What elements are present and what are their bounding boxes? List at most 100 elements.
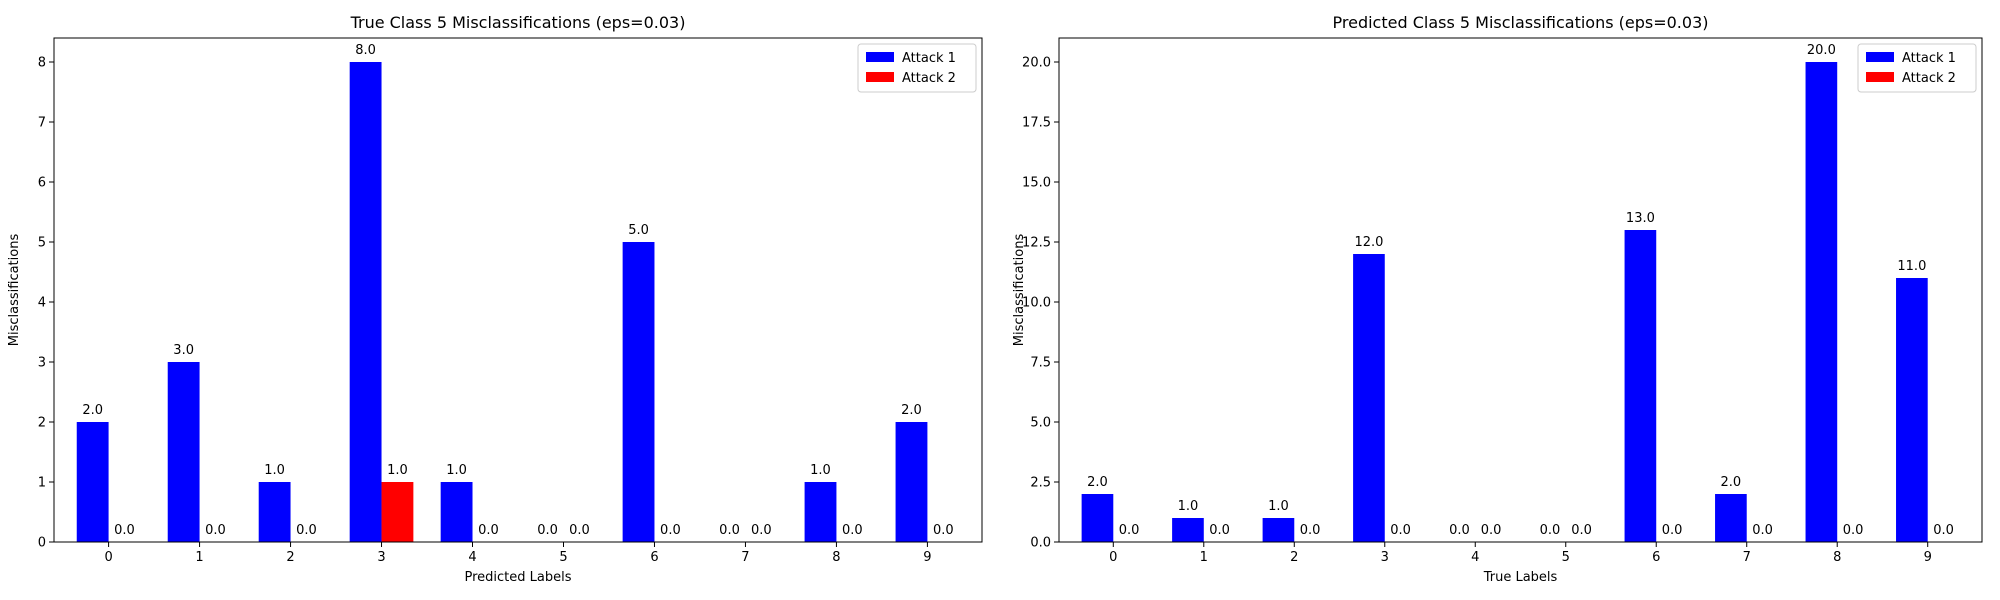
- x-tick-label: 7: [1743, 550, 1751, 565]
- legend-label: Attack 2: [1902, 71, 1956, 86]
- x-tick-label: 1: [1200, 550, 1208, 565]
- legend-label: Attack 1: [902, 51, 956, 66]
- chart-title: Predicted Class 5 Misclassifications (ep…: [1333, 13, 1709, 32]
- data-label: 0.0: [842, 523, 863, 538]
- chart-title: True Class 5 Misclassifications (eps=0.0…: [350, 13, 686, 32]
- data-label: 0.0: [1662, 523, 1683, 538]
- x-tick-label: 2: [1290, 550, 1298, 565]
- y-axis-label: Misclassifications: [1012, 234, 1027, 347]
- x-tick-label: 3: [1381, 550, 1389, 565]
- y-tick-label: 6: [38, 176, 46, 191]
- bar-attack-1-9: [895, 422, 928, 542]
- data-label: 1.0: [446, 463, 467, 478]
- x-tick-label: 7: [741, 550, 749, 565]
- data-label: 3.0: [173, 343, 194, 358]
- x-tick-label: 2: [286, 550, 294, 565]
- chart-predicted-class-5: Predicted Class 5 Misclassifications (ep…: [1012, 13, 1983, 585]
- data-label: 0.0: [1209, 523, 1230, 538]
- y-tick-label: 12.5: [1022, 236, 1051, 251]
- legend-label: Attack 1: [1902, 51, 1956, 66]
- data-label: 0.0: [719, 523, 740, 538]
- data-label: 0.0: [114, 523, 135, 538]
- x-tick-label: 0: [104, 550, 112, 565]
- data-label: 0.0: [933, 523, 954, 538]
- data-label: 13.0: [1626, 211, 1655, 226]
- legend-swatch-attack-2: [1866, 72, 1894, 82]
- data-label: 0.0: [1119, 523, 1140, 538]
- bar-attack-1-8: [804, 482, 837, 542]
- legend-swatch-attack-2: [866, 72, 894, 82]
- y-tick-label: 5.0: [1030, 416, 1051, 431]
- bar-attack-1-3: [349, 62, 382, 542]
- data-label: 1.0: [810, 463, 831, 478]
- data-label: 0.0: [1933, 523, 1954, 538]
- data-label: 1.0: [1178, 499, 1199, 514]
- legend: Attack 1 Attack 2: [1857, 43, 1977, 93]
- data-label: 2.0: [1087, 475, 1108, 490]
- y-tick-label: 15.0: [1022, 176, 1051, 191]
- y-tick-label: 7.5: [1030, 356, 1051, 371]
- data-label: 0.0: [1481, 523, 1502, 538]
- x-tick-label: 0: [1109, 550, 1117, 565]
- bar-attack-1-8: [1805, 62, 1838, 542]
- legend-swatch-attack-1: [866, 52, 894, 62]
- x-tick-label: 4: [1471, 550, 1479, 565]
- x-tick-label: 4: [468, 550, 476, 565]
- y-tick-label: 5: [38, 236, 46, 251]
- y-tick-label: 17.5: [1022, 116, 1051, 131]
- bar-attack-1-4: [440, 482, 473, 542]
- y-tick-label: 2: [38, 416, 46, 431]
- bar-attack-1-9: [1896, 278, 1928, 542]
- data-label: 0.0: [1752, 523, 1773, 538]
- x-axis-label: Predicted Labels: [464, 570, 571, 585]
- data-label: 0.0: [1300, 523, 1321, 538]
- chart-true-class-5: True Class 5 Misclassifications (eps=0.0…: [7, 13, 983, 585]
- data-label: 0.0: [1390, 523, 1411, 538]
- bar-attack-1-6: [622, 242, 655, 542]
- data-label: 12.0: [1354, 235, 1383, 250]
- data-label: 0.0: [660, 523, 681, 538]
- data-label: 0.0: [1449, 523, 1470, 538]
- data-label: 8.0: [355, 43, 376, 58]
- y-tick-label: 0.0: [1030, 536, 1051, 551]
- data-label: 0.0: [1540, 523, 1561, 538]
- data-label: 5.0: [628, 223, 649, 238]
- bar-attack-1-6: [1624, 230, 1657, 542]
- plot-frame: [1058, 37, 1983, 543]
- y-tick-label: 3: [38, 356, 46, 371]
- data-label: 1.0: [1268, 499, 1289, 514]
- x-axis-label: True Labels: [1483, 570, 1558, 585]
- bar-attack-1-3: [1353, 254, 1385, 542]
- bar-attack-1-1: [167, 362, 200, 542]
- data-label: 2.0: [82, 403, 103, 418]
- y-tick-label: 7: [38, 116, 46, 131]
- x-tick-label: 8: [832, 550, 840, 565]
- data-label: 0.0: [205, 523, 226, 538]
- x-tick-label: 9: [923, 550, 931, 565]
- x-tick-label: 6: [650, 550, 658, 565]
- y-tick-label: 8: [38, 56, 46, 71]
- data-label: 0.0: [751, 523, 772, 538]
- data-label: 2.0: [1721, 475, 1742, 490]
- data-label: 1.0: [387, 463, 408, 478]
- data-label: 11.0: [1897, 259, 1926, 274]
- data-label: 0.0: [296, 523, 317, 538]
- y-tick-label: 2.5: [1030, 476, 1051, 491]
- bar-attack-1-2: [1262, 518, 1295, 542]
- bar-attack-1-1: [1172, 518, 1204, 542]
- y-tick-label: 10.0: [1022, 296, 1051, 311]
- data-label: 0.0: [478, 523, 499, 538]
- data-label: 0.0: [537, 523, 558, 538]
- x-tick-label: 9: [1924, 550, 1932, 565]
- y-axis-label: Misclassifications: [7, 234, 22, 347]
- y-tick-label: 4: [38, 296, 46, 311]
- x-tick-label: 8: [1833, 550, 1841, 565]
- bar-attack-1-2: [258, 482, 291, 542]
- x-tick-label: 5: [1562, 550, 1570, 565]
- bar-attack-1-0: [76, 422, 109, 542]
- bar-attack-1-7: [1715, 494, 1747, 542]
- data-label: 0.0: [1843, 523, 1864, 538]
- y-tick-label: 1: [38, 476, 46, 491]
- x-tick-label: 1: [195, 550, 203, 565]
